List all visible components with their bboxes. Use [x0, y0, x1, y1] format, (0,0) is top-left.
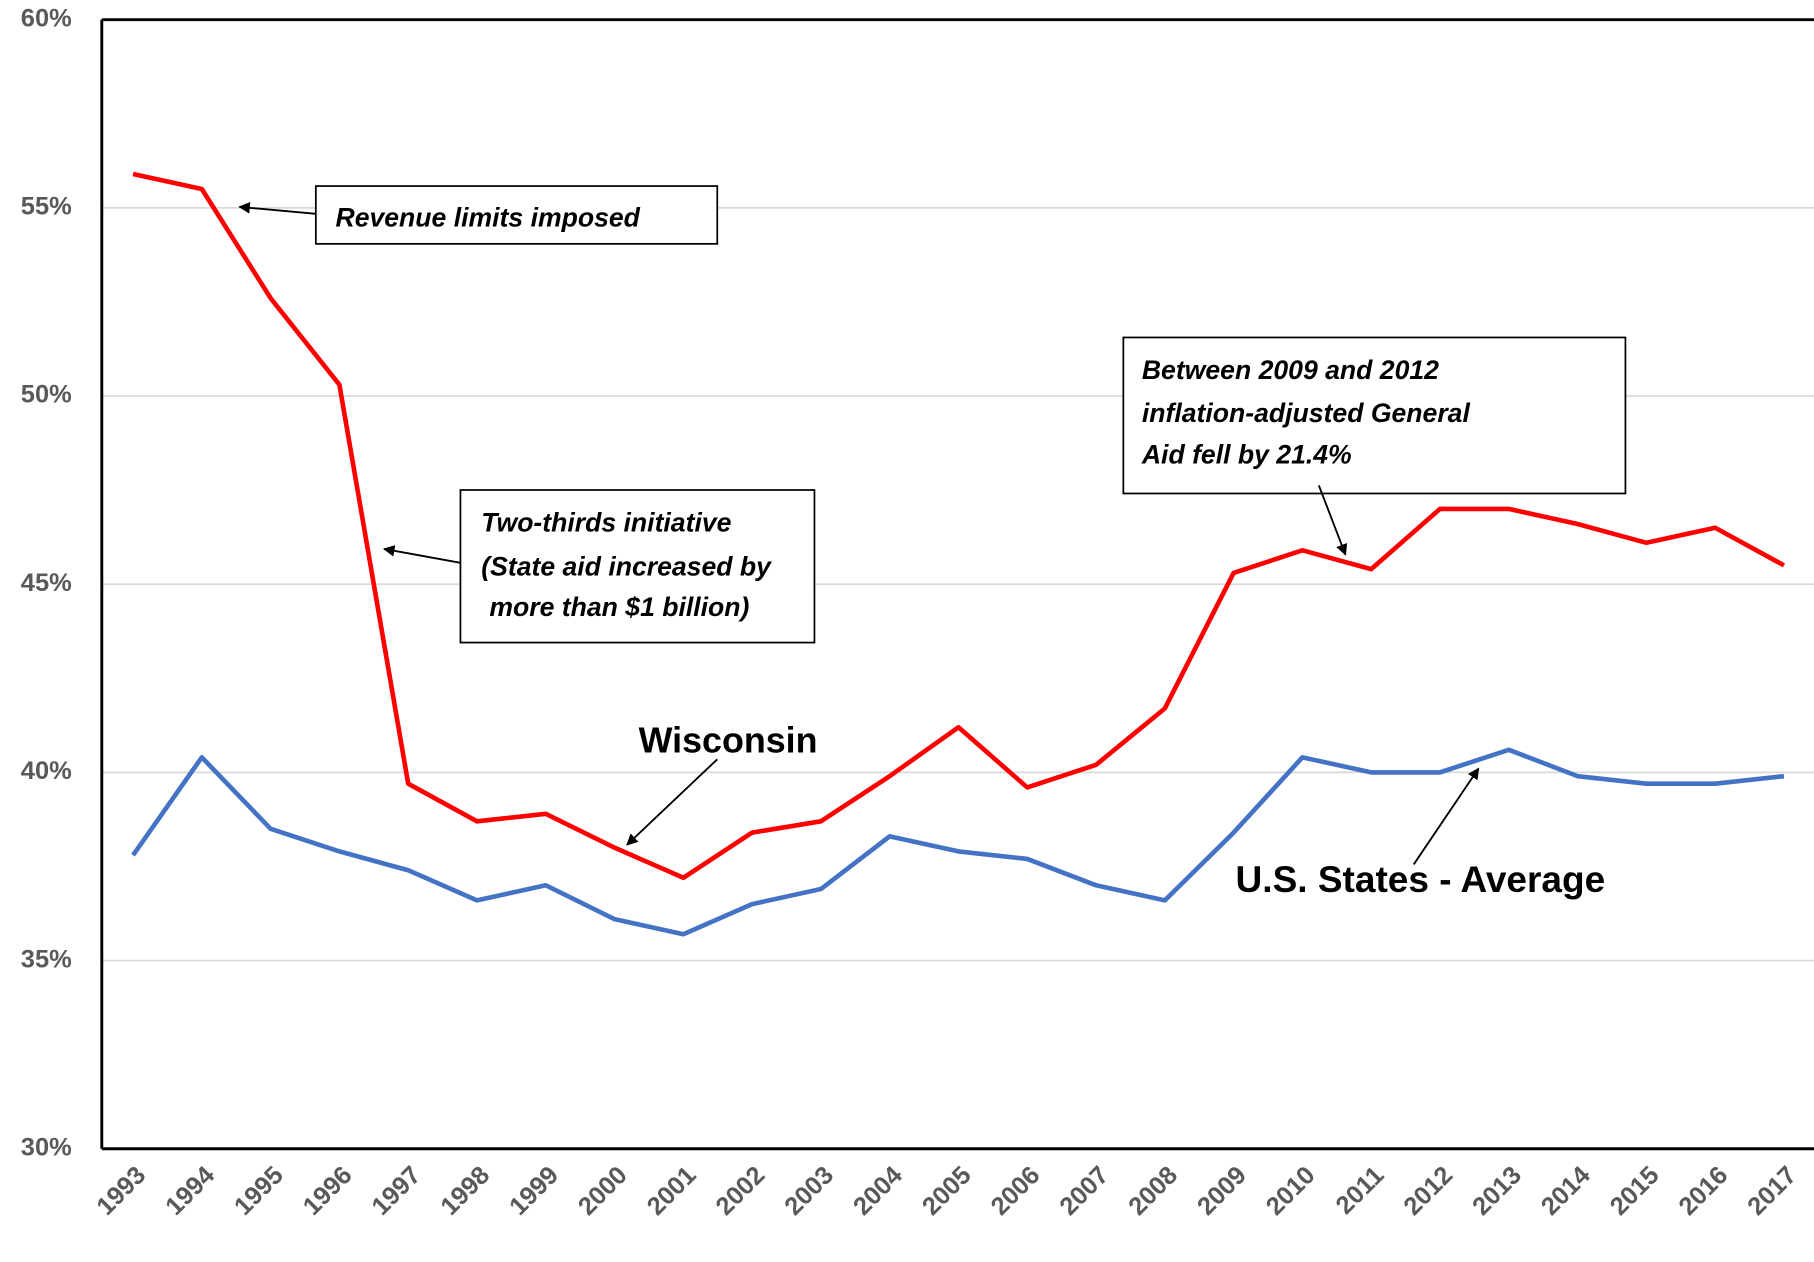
x-tick-label: 2017	[1742, 1161, 1802, 1221]
x-tick-label: 2007	[1054, 1161, 1114, 1221]
x-tick-label: 2003	[779, 1161, 839, 1221]
x-tick-label: 2016	[1674, 1161, 1734, 1221]
annotation-text: inflation-adjusted General	[1142, 398, 1471, 428]
x-tick-label: 2013	[1467, 1161, 1527, 1221]
annotation-arrow	[238, 202, 316, 215]
y-tick-label: 45%	[21, 569, 72, 597]
annotation-arrow	[382, 545, 461, 564]
annotation-text: (State aid increased by	[481, 552, 772, 582]
annotation-text: Two-thirds initiative	[481, 508, 731, 538]
x-tick-label: 1998	[435, 1161, 495, 1221]
x-tick-label: 2015	[1605, 1161, 1665, 1221]
ticks: 30%35%40%45%50%55%60%1993 1994 1995 1996 199…	[21, 4, 1802, 1220]
annotation-box	[459, 489, 816, 644]
series-line	[132, 171, 1786, 881]
x-tick-label: 2001	[642, 1161, 702, 1221]
series-line	[131, 747, 1785, 937]
y-tick-label: 35%	[21, 945, 72, 973]
y-tick-label: 60%	[21, 4, 72, 32]
x-tick-label: 2008	[1123, 1161, 1183, 1221]
annotation-text: more than $1 billion)	[489, 592, 749, 622]
y-tick-label: 30%	[21, 1133, 72, 1161]
x-tick-label: 1993	[91, 1161, 151, 1221]
annotation-arrow	[1317, 485, 1348, 556]
x-tick-label: 1997	[367, 1161, 427, 1221]
x-tick-label: 1995	[229, 1161, 289, 1221]
x-tick-label: 2010	[1261, 1161, 1321, 1221]
annotation-box	[1122, 336, 1627, 495]
x-tick-label: 2011	[1331, 1161, 1390, 1220]
annotation-text: Aid fell by 21.4%	[1141, 439, 1352, 469]
lines	[131, 171, 1786, 937]
y-tick-label: 55%	[21, 193, 72, 221]
series-label-arrow	[1412, 767, 1480, 865]
x-tick-label: 2012	[1398, 1161, 1458, 1221]
x-tick-label: 2004	[848, 1161, 908, 1221]
x-tick-label: 1994	[160, 1161, 220, 1221]
x-tick-label: 1999	[504, 1161, 564, 1221]
x-tick-label: 1996	[298, 1161, 358, 1221]
x-tick-label: 2009	[1192, 1161, 1252, 1221]
y-tick-label: 50%	[21, 381, 72, 409]
series-label-arrow	[626, 758, 718, 846]
series-label: U.S. States - Average	[1236, 859, 1606, 900]
x-tick-label: 2000	[573, 1161, 633, 1221]
annotation-text: Between 2009 and 2012	[1142, 355, 1439, 385]
x-tick-label: 2014	[1536, 1161, 1596, 1221]
x-tick-label: 2006	[986, 1161, 1046, 1221]
x-tick-label: 2005	[917, 1161, 977, 1221]
annotation-box	[314, 185, 719, 245]
x-tick-label: 2002	[711, 1161, 771, 1221]
y-tick-label: 40%	[21, 757, 72, 785]
annotation-text: Revenue limits imposed	[335, 203, 640, 233]
series-label: Wisconsin	[639, 720, 818, 760]
